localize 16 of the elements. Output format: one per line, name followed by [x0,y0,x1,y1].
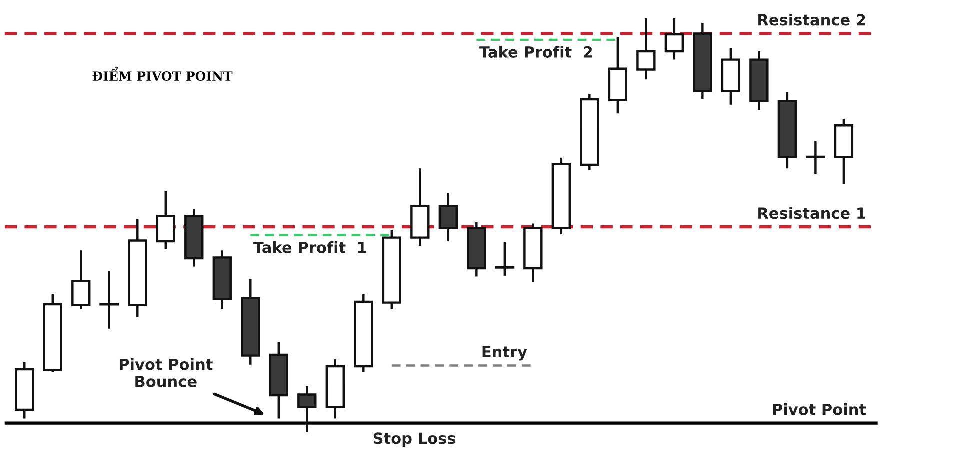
candlestick [100,270,120,330]
candlestick [806,140,826,176]
series-label: Take Profit 1 [254,242,366,254]
ref-line-label: Resistance 1 [758,207,866,220]
ref-line-label: Resistance 2 [758,14,866,26]
series-label: Take Profit 2 [480,46,592,58]
candlestick [438,192,458,243]
candlestick [298,385,317,432]
candlestick [664,18,684,61]
candlestick [495,241,515,278]
annotation: Pivot Point Bounce [120,358,213,388]
series-label: Entry [482,346,528,361]
text: Stop Loss [374,432,456,448]
ref-line-label: Pivot Point [773,404,866,416]
candlestick [636,18,656,81]
text: ĐIỂM PIVOT POINT [92,66,233,81]
